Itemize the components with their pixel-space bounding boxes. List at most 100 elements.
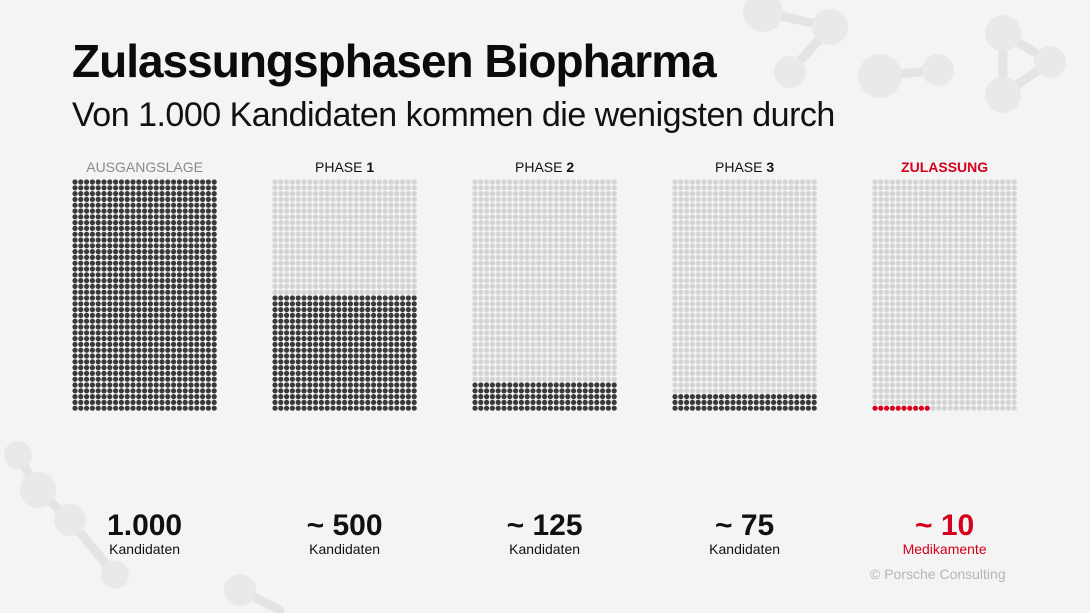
waffle-dot-empty [971, 330, 977, 336]
waffle-dot-empty [959, 196, 965, 202]
waffle-dot-empty [507, 272, 513, 278]
waffle-dot-empty [742, 289, 748, 295]
waffle-dot-empty [759, 202, 765, 208]
waffle-dot-empty [736, 330, 742, 336]
waffle-dot-empty [695, 225, 701, 231]
waffle-dot-empty [536, 318, 542, 324]
waffle-dot-empty [971, 237, 977, 243]
waffle-dot-empty [594, 324, 600, 330]
waffle-dot-empty [878, 231, 884, 237]
waffle-dot-filled [107, 220, 113, 226]
waffle-dot-empty [382, 289, 388, 295]
waffle-dot-filled [301, 365, 307, 371]
waffle-dot-empty [611, 225, 617, 231]
waffle-dot-empty [405, 254, 411, 260]
waffle-dot-empty [484, 202, 490, 208]
waffle-dot-empty [994, 202, 1000, 208]
waffle-dot-empty [318, 231, 324, 237]
waffle-dot-empty [936, 388, 942, 394]
waffle-dot-empty [701, 202, 707, 208]
waffle-dot-filled [205, 220, 211, 226]
waffle-dot-filled [107, 289, 113, 295]
waffle-dot-empty [695, 179, 701, 185]
waffle-dot-empty [605, 278, 612, 284]
waffle-dot-empty [689, 283, 696, 289]
waffle-dot-filled [136, 365, 142, 371]
waffle-dot-filled [376, 307, 382, 313]
waffle-dot-filled [411, 330, 417, 336]
waffle-dot-empty [742, 341, 748, 347]
waffle-dot-empty [611, 295, 617, 301]
waffle-dot-filled [307, 370, 313, 376]
waffle-dot-empty [942, 191, 948, 197]
waffle-dot-filled [107, 376, 113, 382]
waffle-dot-filled [89, 376, 95, 382]
waffle-dot-empty [959, 295, 965, 301]
waffle-dot-empty [988, 330, 994, 336]
waffle-dot-empty [718, 278, 725, 284]
waffle-dot-empty [394, 179, 400, 185]
waffle-dot-filled [118, 191, 124, 197]
waffle-dot-empty [889, 382, 896, 388]
waffle-dot-empty [542, 301, 548, 307]
waffle-dot-empty [918, 365, 925, 371]
waffle-dot-empty [272, 237, 278, 243]
waffle-dot-filled [205, 330, 211, 336]
waffle-dot-empty [747, 249, 754, 255]
waffle-dot-filled [72, 283, 78, 289]
waffle-dot-empty [889, 301, 896, 307]
waffle-dot-filled [142, 324, 148, 330]
waffle-dot-filled [176, 289, 182, 295]
waffle-dot-filled [313, 295, 319, 301]
waffle-dot-empty [582, 231, 588, 237]
waffle-dot-empty [889, 307, 896, 313]
waffle-dot-empty [953, 353, 959, 359]
waffle-dot-filled [89, 359, 95, 365]
waffle-dot-filled [130, 347, 136, 353]
page-title: Zulassungsphasen Biopharma [72, 35, 717, 87]
waffle-dot-filled [165, 295, 171, 301]
waffle-dot-filled [147, 231, 153, 237]
waffle-dot-empty [872, 283, 878, 289]
waffle-dot-empty [605, 185, 612, 191]
waffle-dot-empty [524, 196, 530, 202]
waffle-dot-empty [947, 370, 954, 376]
waffle-dot-filled [324, 376, 330, 382]
waffle-dot-empty [976, 202, 983, 208]
waffle-dot-empty [478, 179, 484, 185]
waffle-dot-empty [965, 312, 971, 318]
waffle-dot-filled [182, 220, 188, 226]
waffle-dot-empty [942, 301, 948, 307]
waffle-dot-empty [971, 254, 977, 260]
waffle-dot-filled [147, 301, 153, 307]
waffle-dot-empty [771, 202, 777, 208]
waffle-dot-filled [278, 388, 284, 394]
waffle-dot-empty [571, 185, 577, 191]
waffle-dot-empty [907, 214, 913, 220]
waffle-dot-empty [553, 249, 559, 255]
waffle-dot-filled [182, 388, 188, 394]
waffle-dot-empty [313, 202, 319, 208]
waffle-dot-filled [176, 376, 182, 382]
waffle-dot-empty [530, 359, 536, 365]
waffle-dot-filled [159, 370, 165, 376]
waffle-dot-filled [211, 272, 217, 278]
waffle-dot-filled [394, 318, 400, 324]
waffle-dot-empty [284, 185, 290, 191]
waffle-dot-empty [742, 336, 748, 342]
waffle-dot-empty [942, 370, 948, 376]
waffle-dot-empty [872, 214, 878, 220]
waffle-dot-filled [72, 347, 78, 353]
waffle-dot-empty [478, 266, 484, 272]
waffle-dot-empty [965, 225, 971, 231]
waffle-dot-empty [872, 196, 878, 202]
waffle-dot-empty [924, 359, 930, 365]
waffle-dot-empty [895, 394, 901, 400]
waffle-dot-empty [736, 237, 742, 243]
waffle-dot-filled [295, 301, 301, 307]
waffle-dot-empty [272, 266, 278, 272]
waffle-dot-filled [101, 336, 107, 342]
waffle-dot-filled [771, 399, 777, 405]
waffle-dot-empty [759, 376, 765, 382]
waffle-dot-empty [347, 254, 353, 260]
